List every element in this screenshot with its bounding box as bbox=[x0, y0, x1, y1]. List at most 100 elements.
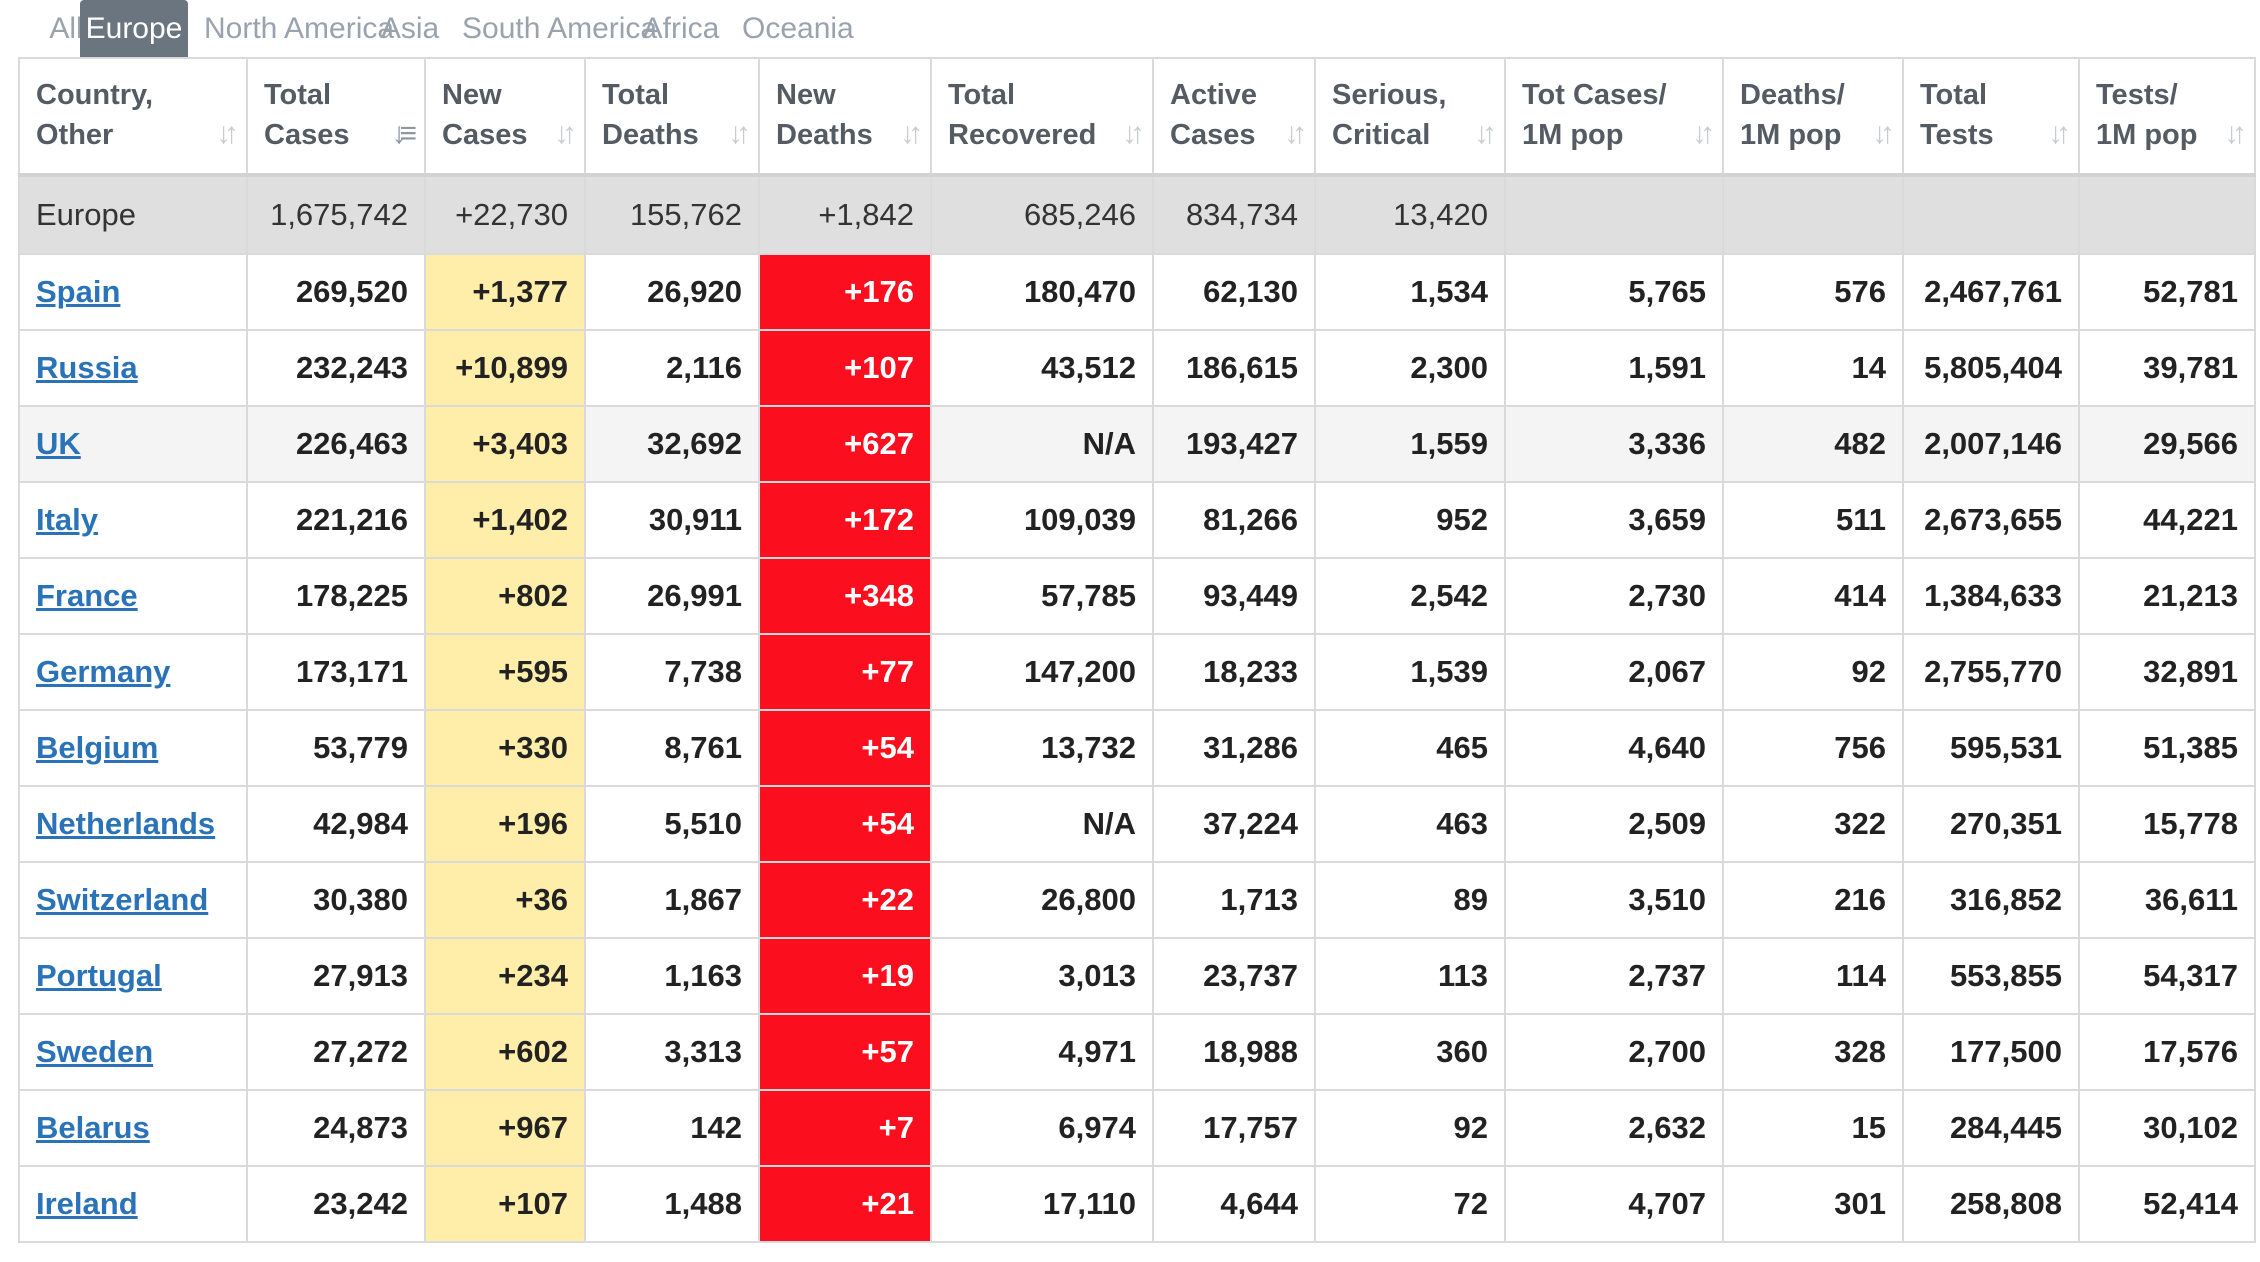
cell-serious-critical: 1,559 bbox=[1314, 405, 1506, 483]
cell-tests-per-1m: 30,102 bbox=[2078, 1089, 2256, 1167]
tab-south-america[interactable]: South America bbox=[462, 12, 658, 45]
cell-total-deaths: 2,116 bbox=[584, 329, 760, 407]
cell-total-recovered: 3,013 bbox=[930, 937, 1154, 1015]
total-cell-active-cases: 834,734 bbox=[1152, 174, 1316, 255]
sort-arrows-icon[interactable]: ↓↑ bbox=[1692, 117, 1715, 150]
table-row: Germany 173,171 +595 7,738 +77 147,200 18,233 1… bbox=[18, 633, 2256, 711]
tab-north-america[interactable]: North America bbox=[204, 12, 395, 45]
country-link[interactable]: Belgium bbox=[36, 730, 159, 765]
cell-total-recovered: 26,800 bbox=[930, 861, 1154, 939]
column-header-country[interactable]: Country, Other ↓↑ bbox=[18, 57, 248, 177]
column-header-serious-critical[interactable]: Serious, Critical ↓↑ bbox=[1314, 57, 1506, 177]
country-link[interactable]: Sweden bbox=[36, 1034, 154, 1069]
column-header-new-cases[interactable]: New Cases ↓↑ bbox=[424, 57, 586, 177]
cell-country: Belgium bbox=[18, 709, 248, 787]
tab-all[interactable]: All bbox=[49, 12, 83, 45]
column-header-label: Critical bbox=[1332, 119, 1431, 151]
column-header-active-cases[interactable]: Active Cases ↓↑ bbox=[1152, 57, 1316, 177]
column-header-total-deaths[interactable]: Total Deaths ↓↑ bbox=[584, 57, 760, 177]
table-row: Belarus 24,873 +967 142 +7 6,974 17,757 92 2,632… bbox=[18, 1089, 2256, 1167]
column-header-total-recovered[interactable]: Total Recovered ↓↑ bbox=[930, 57, 1154, 177]
column-header-label: Cases bbox=[442, 119, 528, 151]
cell-new-cases: +802 bbox=[424, 557, 586, 635]
cell-tests-per-1m: 36,611 bbox=[2078, 861, 2256, 939]
cell-tests-per-1m: 21,213 bbox=[2078, 557, 2256, 635]
country-link[interactable]: Portugal bbox=[36, 958, 162, 993]
table-row: Belgium 53,779 +330 8,761 +54 13,732 31,286 465… bbox=[18, 709, 2256, 787]
cell-new-cases: +330 bbox=[424, 709, 586, 787]
cell-new-deaths: +54 bbox=[758, 709, 932, 787]
column-header-tests-per-1m[interactable]: Tests/1M pop ↓↑ bbox=[2078, 57, 2256, 177]
cell-new-cases: +10,899 bbox=[424, 329, 586, 407]
column-header-label: Cases bbox=[1170, 119, 1256, 151]
cell-total-tests: 316,852 bbox=[1902, 861, 2080, 939]
cell-active-cases: 186,615 bbox=[1152, 329, 1316, 407]
cell-total-deaths: 5,510 bbox=[584, 785, 760, 863]
table-row: Italy 221,216 +1,402 30,911 +172 109,039 81,26… bbox=[18, 481, 2256, 559]
cell-total-recovered: 180,470 bbox=[930, 253, 1154, 331]
cell-country: Switzerland bbox=[18, 861, 248, 939]
cell-new-deaths: +348 bbox=[758, 557, 932, 635]
tab-europe[interactable]: Europe bbox=[80, 0, 188, 57]
cell-active-cases: 1,713 bbox=[1152, 861, 1316, 939]
country-link[interactable]: Spain bbox=[36, 274, 121, 309]
cell-total-tests: 270,351 bbox=[1902, 785, 2080, 863]
cell-total-tests: 177,500 bbox=[1902, 1013, 2080, 1091]
sort-arrows-icon[interactable]: ↓↑ bbox=[1122, 117, 1145, 150]
country-link[interactable]: France bbox=[36, 578, 138, 613]
cell-country: Spain bbox=[18, 253, 248, 331]
country-link[interactable]: Italy bbox=[36, 502, 99, 537]
cell-total-tests: 284,445 bbox=[1902, 1089, 2080, 1167]
cell-new-deaths: +77 bbox=[758, 633, 932, 711]
column-header-label: Total bbox=[602, 79, 670, 111]
column-header-new-deaths[interactable]: New Deaths ↓↑ bbox=[758, 57, 932, 177]
sort-arrows-icon[interactable]: ↓↑ bbox=[2048, 117, 2071, 150]
column-header-label: Recovered bbox=[948, 119, 1097, 151]
sort-arrows-icon[interactable]: ↓↑ bbox=[2224, 117, 2247, 150]
cell-total-cases: 53,779 bbox=[246, 709, 426, 787]
cell-total-deaths: 8,761 bbox=[584, 709, 760, 787]
sort-desc-icon[interactable]: ↓≡ bbox=[391, 117, 416, 150]
country-link[interactable]: UK bbox=[36, 426, 81, 461]
country-link[interactable]: Belarus bbox=[36, 1110, 150, 1145]
tab-africa[interactable]: Africa bbox=[642, 12, 720, 45]
column-header-label: New bbox=[776, 79, 836, 111]
sort-arrows-icon[interactable]: ↓↑ bbox=[1872, 117, 1895, 150]
column-header-label: Tot Cases/ bbox=[1522, 79, 1667, 111]
table-row: France 178,225 +802 26,991 +348 57,785 93,449 2… bbox=[18, 557, 2256, 635]
column-header-cases-per-1m[interactable]: Tot Cases/1M pop ↓↑ bbox=[1504, 57, 1724, 177]
country-link[interactable]: Switzerland bbox=[36, 882, 209, 917]
tab-oceania[interactable]: Oceania bbox=[742, 12, 854, 45]
cell-total-deaths: 26,991 bbox=[584, 557, 760, 635]
column-header-deaths-per-1m[interactable]: Deaths/1M pop ↓↑ bbox=[1722, 57, 1904, 177]
column-header-total-cases[interactable]: Total Cases ↓≡ bbox=[246, 57, 426, 177]
country-link[interactable]: Netherlands bbox=[36, 806, 216, 841]
sort-arrows-icon[interactable]: ↓↑ bbox=[1474, 117, 1497, 150]
tab-asia[interactable]: Asia bbox=[380, 12, 440, 45]
country-link[interactable]: Ireland bbox=[36, 1186, 138, 1221]
total-cell-tests-per-1m bbox=[2078, 174, 2256, 255]
table-row: Portugal 27,913 +234 1,163 +19 3,013 23,737 113… bbox=[18, 937, 2256, 1015]
table-header-row: Country, Other ↓↑ Total Cases ↓≡ New Cases ↓↑ Tot… bbox=[18, 57, 2256, 177]
country-link[interactable]: Russia bbox=[36, 350, 138, 385]
sort-arrows-icon[interactable]: ↓↑ bbox=[900, 117, 923, 150]
cell-tests-per-1m: 52,414 bbox=[2078, 1165, 2256, 1243]
sort-arrows-icon[interactable]: ↓↑ bbox=[1284, 117, 1307, 150]
cell-country: Sweden bbox=[18, 1013, 248, 1091]
cell-tests-per-1m: 54,317 bbox=[2078, 937, 2256, 1015]
sort-arrows-icon[interactable]: ↓↑ bbox=[728, 117, 751, 150]
sort-arrows-icon[interactable]: ↓↑ bbox=[554, 117, 577, 150]
cell-active-cases: 4,644 bbox=[1152, 1165, 1316, 1243]
cell-tests-per-1m: 29,566 bbox=[2078, 405, 2256, 483]
column-header-label: Tests bbox=[1920, 119, 1994, 151]
cell-active-cases: 23,737 bbox=[1152, 937, 1316, 1015]
column-header-total-tests[interactable]: Total Tests ↓↑ bbox=[1902, 57, 2080, 177]
cell-total-tests: 258,808 bbox=[1902, 1165, 2080, 1243]
column-header-label: 1M pop bbox=[1522, 119, 1624, 151]
country-link[interactable]: Germany bbox=[36, 654, 171, 689]
cell-country: Russia bbox=[18, 329, 248, 407]
cell-total-cases: 42,984 bbox=[246, 785, 426, 863]
sort-arrows-icon[interactable]: ↓↑ bbox=[216, 117, 239, 150]
column-header-label: Serious, bbox=[1332, 79, 1447, 111]
column-header-label: Total bbox=[948, 79, 1016, 111]
